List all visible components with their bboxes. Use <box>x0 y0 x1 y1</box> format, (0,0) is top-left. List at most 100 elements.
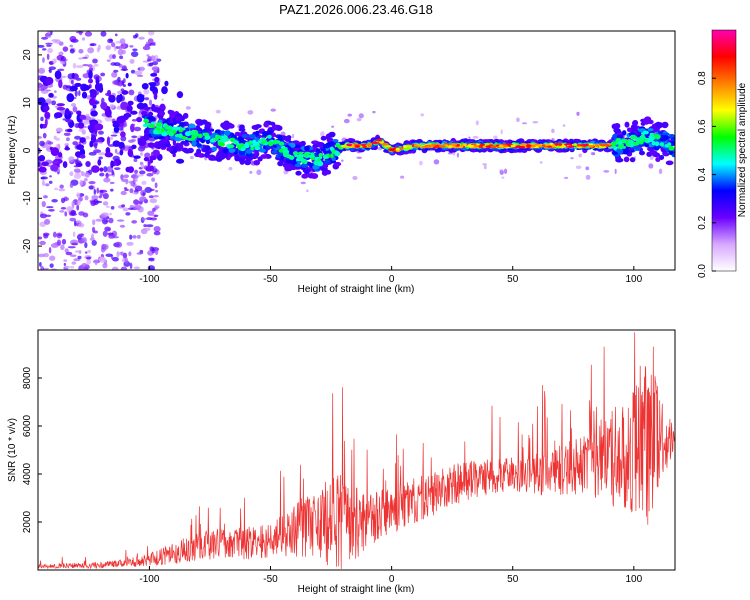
spectrogram-cell <box>141 180 147 185</box>
spectrogram-cell <box>191 135 196 141</box>
spectrogram-cell <box>475 120 479 126</box>
spectrogram-cell <box>94 123 104 131</box>
spectrogram-cell <box>84 251 88 254</box>
spectrogram-cell <box>578 153 582 158</box>
spectrogram-cell <box>133 204 142 211</box>
spectrogram-cell <box>131 135 138 139</box>
spectrogram-cell <box>149 188 155 192</box>
spectrogram-cell <box>83 177 88 182</box>
spectrogram-cell <box>97 130 104 135</box>
spectrogram-cell <box>66 93 75 103</box>
spectrogram-cell <box>68 156 75 163</box>
spectrogram-cell <box>130 69 136 74</box>
spectrogram-cell <box>76 199 81 206</box>
spectrogram-cell <box>189 155 194 160</box>
colorbar-label: Normalized spectral amplitude <box>737 82 748 217</box>
spectrogram-cell <box>46 44 52 47</box>
spectrogram-cell <box>153 165 156 172</box>
spectrogram-cell <box>64 211 68 217</box>
spectrogram-cell <box>56 103 65 107</box>
spectrogram-cell <box>263 121 269 128</box>
spectrogram-cell <box>482 163 487 166</box>
spectrogram-cell <box>132 178 136 185</box>
spectrogram-cell <box>591 152 596 156</box>
spectrogram-cell <box>110 160 114 169</box>
spectrogram-cell <box>271 124 279 131</box>
spectrogram-cell <box>119 251 123 255</box>
spectrogram-cell <box>108 94 116 103</box>
spectrogram-cell <box>278 141 285 146</box>
spectrogram-cell <box>114 33 118 37</box>
spectrogram-cell <box>308 154 316 158</box>
spectrogram-cell <box>85 256 92 260</box>
spectrogram-cell <box>94 82 102 92</box>
spectrogram-cell <box>191 140 197 147</box>
spectrogram-cell <box>129 204 135 208</box>
spectrogram-cell <box>168 110 175 116</box>
spectrogram-cell <box>624 121 630 128</box>
colorbar-gradient <box>711 29 737 272</box>
spectrogram-cell <box>42 57 45 64</box>
spectrogram-cell <box>623 156 630 163</box>
spectrogram-cell <box>402 147 411 151</box>
spectrogram-cell <box>110 205 115 210</box>
spectrogram-cell <box>296 155 303 160</box>
spectrogram-cell <box>142 192 146 196</box>
spectrogram-cell <box>627 139 632 145</box>
spectrogram-cell <box>573 143 578 147</box>
spectrogram-cell <box>90 200 96 207</box>
spectrogram-cell <box>164 80 169 87</box>
spectrogram-cell <box>153 107 161 112</box>
spectrogram-cell <box>74 90 78 97</box>
spectrogram-cell <box>91 233 94 240</box>
spectrogram-cell <box>60 61 66 65</box>
spectrogram-cell <box>97 44 101 51</box>
spectrogram-cell <box>76 204 80 211</box>
spectrogram-cell <box>106 59 111 62</box>
spectrogram-cell <box>69 171 74 177</box>
spectrogram-cell <box>90 110 98 117</box>
spectrogram-cell <box>456 152 460 158</box>
spectrogram-cell <box>363 145 367 148</box>
spectrogram-cell <box>102 192 109 200</box>
spectrogram-cell <box>76 192 81 198</box>
spectrogram-cell <box>312 164 320 170</box>
spectrogram-cell <box>73 220 77 227</box>
spectrogram-cell <box>567 145 575 149</box>
spectrogram-cell <box>304 145 310 151</box>
spectrogram-cell <box>102 262 108 269</box>
spectrogram-cell <box>331 125 335 128</box>
spectrogram-cell <box>399 175 405 179</box>
spectrogram-cell <box>286 154 291 159</box>
spectrogram-cell <box>634 146 641 151</box>
spectrogram-cell <box>105 45 112 51</box>
spectrogram-cell <box>347 113 352 117</box>
y-tick-label: 10 <box>22 97 33 109</box>
spectrogram-cell <box>156 143 162 150</box>
spectrogram-cell <box>95 218 103 222</box>
spectrogram-cell <box>658 168 663 175</box>
spectrogram-cell <box>112 80 119 85</box>
spectrogram-cell <box>320 131 325 137</box>
spectrogram-cell <box>100 189 108 193</box>
spectrogram-cell <box>52 160 59 165</box>
spectrogram-cell <box>131 235 137 239</box>
spectrogram-cell <box>335 151 340 156</box>
spectrogram-cell <box>242 134 248 138</box>
spectrogram-cell <box>101 218 109 225</box>
spectrogram-cell <box>136 74 144 78</box>
spectrogram-cell <box>136 252 143 255</box>
spectrogram-cell <box>292 151 299 156</box>
spectrogram-cell <box>301 162 308 169</box>
spectrogram-cell <box>539 161 543 164</box>
spectrogram-cell <box>120 266 128 270</box>
spectrogram-cell <box>86 258 91 265</box>
spectrogram-cell <box>448 145 453 149</box>
spectrogram-cell <box>154 182 158 189</box>
spectrogram-cell <box>121 90 129 95</box>
spectrogram-cell <box>91 226 96 233</box>
spectrogram-cell <box>133 126 142 132</box>
spectrogram-cell <box>38 44 45 48</box>
spectrogram-cell <box>100 31 107 37</box>
spectrogram-cell <box>629 157 636 163</box>
